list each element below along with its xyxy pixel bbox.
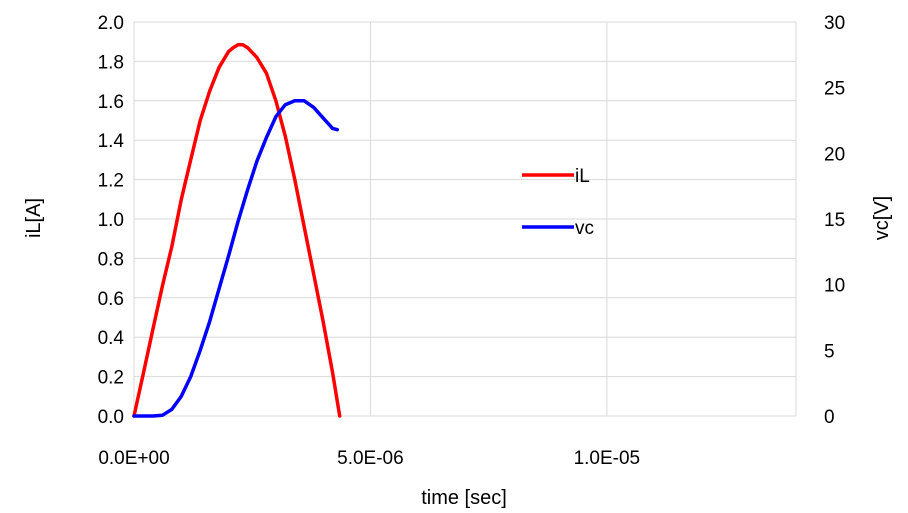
x-tick-label: 0.0E+00 (98, 448, 169, 469)
series-lines (132, 42, 342, 418)
legend: iL vc (522, 166, 594, 239)
y-tick-label: 2.0 (98, 13, 124, 34)
axes (133, 22, 797, 417)
y-tick-label: 1.0 (98, 210, 124, 231)
y-tick-label: 1.8 (98, 52, 124, 73)
series-line-iL (132, 42, 342, 418)
y2-tick-label: 25 (824, 79, 845, 100)
tick-labels: 0.0 0.2 0.4 0.6 0.8 1.0 1.2 1.4 1.6 1.8 2.0 0.0E+00… (98, 13, 846, 469)
y2-tick-label: 0 (824, 407, 835, 428)
y-tick-label: 0.6 (98, 289, 124, 310)
x-tick-label: 1.0E-05 (574, 448, 641, 469)
y2-tick-label: 10 (824, 276, 845, 297)
y-tick-label: 0.2 (98, 368, 124, 389)
y-tick-label: 0.0 (98, 407, 124, 428)
y2-axis-title: vc[V] (871, 196, 893, 240)
x-tick-label: 5.0E-06 (337, 448, 404, 469)
y-tick-label: 1.6 (98, 92, 124, 113)
legend-label-iL: iL (575, 166, 590, 187)
y2-tick-label: 20 (824, 144, 845, 165)
y-tick-label: 1.2 (98, 171, 124, 192)
y-tick-label: 1.4 (98, 131, 125, 152)
y-axis-title: iL[A] (23, 198, 45, 238)
series-line-vc (132, 99, 340, 418)
gridlines (134, 21, 796, 416)
y2-tick-label: 15 (824, 210, 845, 231)
y-tick-label: 0.4 (98, 328, 125, 349)
x-axis-title: time [sec] (421, 487, 507, 509)
legend-label-vc: vc (575, 218, 594, 239)
y2-tick-label: 30 (824, 13, 845, 34)
y2-tick-label: 5 (824, 341, 835, 362)
y-tick-label: 0.8 (98, 249, 124, 270)
